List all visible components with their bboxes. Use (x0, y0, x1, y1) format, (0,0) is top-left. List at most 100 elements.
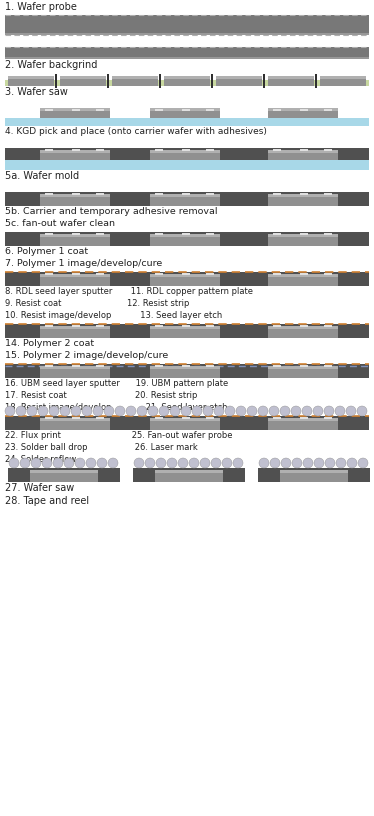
Bar (150, 418, 220, 421)
Text: 6. Polymer 1 coat
7. Polymer 1 image/develop/cure: 6. Polymer 1 coat 7. Polymer 1 image/dev… (5, 247, 162, 268)
Circle shape (38, 406, 48, 416)
Circle shape (126, 406, 136, 416)
Circle shape (159, 406, 169, 416)
Circle shape (108, 458, 118, 468)
Bar (182, 417, 190, 419)
Bar (45, 149, 53, 151)
Text: 14. Polymer 2 coat
15. Polymer 2 image/develop/cure: 14. Polymer 2 coat 15. Polymer 2 image/d… (5, 339, 168, 360)
Bar (60, 76, 106, 79)
Circle shape (247, 406, 257, 416)
Bar (8, 76, 54, 79)
Bar (5, 80, 369, 86)
Bar (40, 274, 110, 277)
Circle shape (203, 406, 213, 416)
Bar (324, 365, 332, 367)
Text: 4. KGD pick and place (onto carrier wafer with adhesives): 4. KGD pick and place (onto carrier wafe… (5, 127, 267, 136)
Bar (72, 417, 80, 419)
Text: 16. UBM seed layer sputter      19. UBM pattern plate
17. Resist coat           : 16. UBM seed layer sputter 19. UBM patte… (5, 379, 228, 411)
Circle shape (156, 458, 166, 468)
Bar (150, 274, 220, 286)
Bar (268, 366, 338, 378)
Bar (164, 76, 210, 79)
Bar (40, 150, 110, 153)
Bar (300, 273, 308, 275)
Bar (96, 417, 104, 419)
Bar (268, 76, 314, 86)
Bar (182, 365, 190, 367)
Bar (268, 326, 338, 329)
Bar (216, 76, 262, 79)
Bar (324, 193, 332, 195)
Bar (164, 76, 210, 86)
Bar (72, 325, 80, 327)
Circle shape (104, 406, 114, 416)
Circle shape (170, 406, 180, 416)
Circle shape (137, 406, 147, 416)
Circle shape (16, 406, 26, 416)
Bar (300, 417, 308, 419)
Circle shape (222, 458, 232, 468)
Circle shape (145, 458, 155, 468)
Bar (182, 273, 190, 275)
Bar (133, 468, 245, 482)
Bar (5, 364, 369, 378)
Circle shape (148, 406, 158, 416)
Bar (206, 193, 214, 195)
Bar (72, 233, 80, 235)
Bar (155, 109, 163, 111)
Circle shape (291, 406, 301, 416)
Bar (40, 418, 110, 430)
Bar (324, 325, 332, 327)
Bar (155, 233, 163, 235)
Bar (150, 150, 220, 153)
Bar (150, 194, 220, 206)
Bar (45, 365, 53, 367)
Bar (315, 74, 317, 88)
Circle shape (233, 458, 243, 468)
Bar (206, 417, 214, 419)
Bar (150, 326, 220, 329)
Bar (96, 109, 104, 111)
Bar (182, 193, 190, 195)
Bar (273, 417, 281, 419)
Circle shape (75, 458, 85, 468)
Bar (5, 118, 369, 126)
Circle shape (259, 458, 269, 468)
Bar (300, 193, 308, 195)
Bar (273, 149, 281, 151)
Bar (320, 76, 366, 86)
Bar (30, 470, 98, 473)
Text: 22. Flux print                           25. Fan-out wafer probe
23. Solder ball: 22. Flux print 25. Fan-out wafer probe 2… (5, 431, 233, 463)
Circle shape (292, 458, 302, 468)
Bar (150, 366, 220, 369)
Bar (5, 416, 369, 430)
Bar (5, 192, 369, 206)
Bar (273, 325, 281, 327)
Bar (112, 76, 158, 86)
Bar (45, 193, 53, 195)
Bar (182, 109, 190, 111)
Bar (5, 47, 369, 59)
Bar (155, 470, 223, 482)
Bar (216, 76, 262, 86)
Bar (206, 325, 214, 327)
Circle shape (60, 406, 70, 416)
Bar (96, 193, 104, 195)
Bar (8, 468, 120, 482)
Bar (40, 234, 110, 237)
Bar (159, 74, 161, 88)
Bar (5, 33, 369, 35)
Bar (268, 108, 338, 111)
Circle shape (269, 406, 279, 416)
Bar (40, 326, 110, 329)
Circle shape (313, 406, 323, 416)
Text: 1. Wafer probe: 1. Wafer probe (5, 2, 77, 12)
Bar (150, 366, 220, 378)
Bar (45, 109, 53, 111)
Bar (96, 149, 104, 151)
Bar (268, 108, 338, 118)
Bar (182, 325, 190, 327)
Bar (96, 365, 104, 367)
Circle shape (31, 458, 41, 468)
Bar (150, 108, 220, 118)
